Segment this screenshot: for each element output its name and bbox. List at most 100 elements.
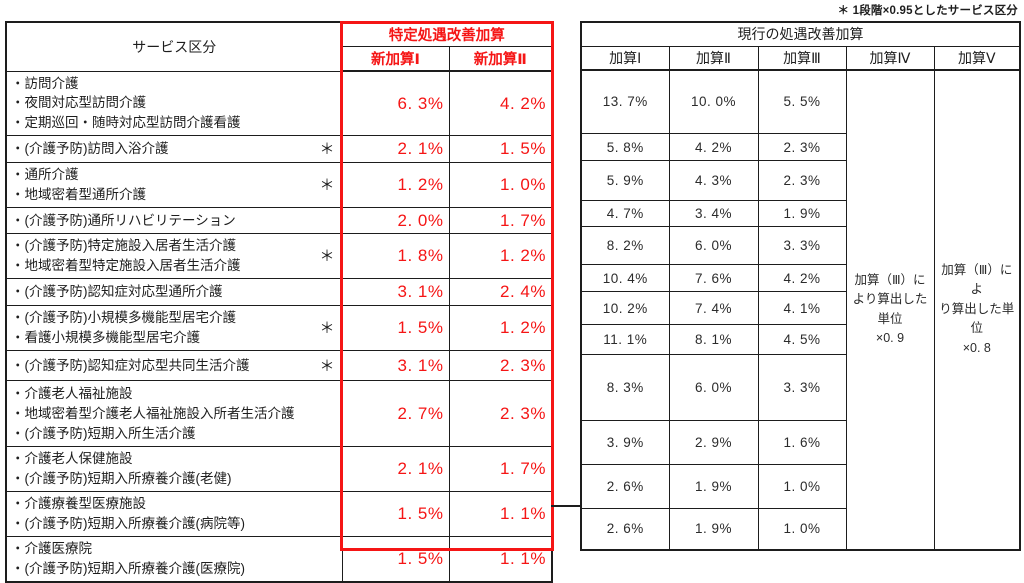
new-addition-2-value: 2. 4% <box>448 278 553 307</box>
service-cell: ・(介護予防)訪問入浴介護 ＊ <box>5 135 343 164</box>
right-table: 現行の処遇改善加算 加算Ⅰ 加算Ⅱ 加算Ⅲ 加算Ⅳ 加算Ⅴ 13. 7% 10.… <box>580 21 1022 551</box>
left-header-row-1: サービス区分 特定処遇改善加算 <box>5 21 553 72</box>
new-addition-2-value: 1. 7% <box>448 446 553 493</box>
kasan3-value: 1. 6% <box>757 420 847 465</box>
table-row: ・通所介護 ・地域密着型通所介護 ＊ 1. 2% 1. 0% <box>5 162 553 209</box>
kasan4-header: 加算Ⅳ <box>845 45 935 71</box>
kasan2-value: 1. 9% <box>668 508 759 550</box>
table-row: ・(介護予防)小規模多機能型居宅介護 ・看護小規模多機能型居宅介護 ＊ 1. 5%… <box>5 305 553 352</box>
table-row: 10. 2% 7. 4% 4. 1% <box>580 291 1020 325</box>
table-row: ・(介護予防)認知症対応型共同生活介護 ＊ 3. 1% 2. 3% <box>5 350 553 382</box>
service-names: ・介護医療院 ・(介護予防)短期入所療養介護(医療院) <box>11 541 245 577</box>
table-row: 5. 9% 4. 3% 2. 3% <box>580 160 1020 201</box>
new-addition-2-value: 1. 1% <box>448 491 553 538</box>
kasan1-header: 加算Ⅰ <box>580 45 670 71</box>
kasan1-value: 4. 7% <box>580 200 670 227</box>
service-cell: ・(介護予防)小規模多機能型居宅介護 ・看護小規模多機能型居宅介護 ＊ <box>5 305 343 352</box>
kasan5-merged-note: 加算（Ⅲ）によ り算出した単 位 ×0. 8 <box>933 69 1021 550</box>
row-star: ＊ <box>319 248 335 266</box>
footnote: ＊ 1段階×0.95としたサービス区分 <box>837 5 1018 17</box>
service-cell: ・通所介護 ・地域密着型通所介護 ＊ <box>5 162 343 209</box>
kasan2-value: 3. 4% <box>668 200 759 227</box>
kasan1-value: 2. 6% <box>580 508 670 550</box>
left-header-row-2: 新加算Ⅰ 新加算Ⅱ <box>6 46 553 72</box>
service-names: ・介護療養型医療施設 ・(介護予防)短期入所療養介護(病院等) <box>11 496 245 532</box>
service-names: ・(介護予防)認知症対応型共同生活介護 <box>11 357 250 373</box>
service-names: ・(介護予防)認知症対応型通所介護 <box>11 284 223 300</box>
kasan1-value: 2. 6% <box>580 464 670 509</box>
kasan5-header: 加算Ⅴ <box>933 45 1021 71</box>
new-addition-1-value: 2. 0% <box>341 207 450 235</box>
row-star: ＊ <box>319 141 335 159</box>
row-star: ＊ <box>319 177 335 195</box>
kasan1-value: 10. 4% <box>580 264 670 292</box>
table-row: ・(介護予防)通所リハビリテーション 2. 0% 1. 7% <box>5 207 553 235</box>
service-names: ・(介護予防)小規模多機能型居宅介護 ・看護小規模多機能型居宅介護 <box>11 310 236 346</box>
new-addition-1-value: 2. 1% <box>341 446 450 493</box>
new-addition-1-value: 1. 5% <box>341 536 450 583</box>
service-names: ・介護老人保健施設 ・(介護予防)短期入所療養介護(老健) <box>11 451 232 487</box>
kasan1-value: 10. 2% <box>580 291 670 325</box>
service-cell: ・(介護予防)認知症対応型通所介護 <box>5 278 343 307</box>
kasan3-value: 3. 3% <box>757 226 847 265</box>
service-names: ・(介護予防)訪問入浴介護 <box>11 141 169 157</box>
table-row: 3. 9% 2. 9% 1. 6% <box>580 420 1020 465</box>
new-addition-1-value: 1. 8% <box>341 233 450 280</box>
left-table: サービス区分 特定処遇改善加算 新加算Ⅰ 新加算Ⅱ ・訪問介護 ・夜間対応型訪問… <box>5 21 553 583</box>
kasan2-value: 6. 0% <box>668 354 759 421</box>
kasan2-value: 6. 0% <box>668 226 759 265</box>
current-addition-header: 現行の処遇改善加算 <box>580 21 1021 47</box>
kasan2-value: 4. 3% <box>668 160 759 201</box>
special-addition-header: 特定処遇改善加算 <box>341 21 553 47</box>
service-cell: ・(介護予防)特定施設入居者生活介護 ・地域密着型特定施設入居者生活介護 ＊ <box>5 233 343 280</box>
kasan1-value: 5. 9% <box>580 160 670 201</box>
table-row: 11. 1% 8. 1% 4. 5% <box>580 324 1020 355</box>
kasan1-value: 11. 1% <box>580 324 670 355</box>
new-addition-2-value: 1. 1% <box>448 536 553 583</box>
kasan4-merged-note: 加算（Ⅲ）に より算出した 単位 ×0. 9 <box>845 69 935 550</box>
kasan3-value: 4. 5% <box>757 324 847 355</box>
row-star: ＊ <box>319 357 335 375</box>
new-addition-2-value: 1. 7% <box>448 207 553 235</box>
kasan2-value: 8. 1% <box>668 324 759 355</box>
service-cell: ・(介護予防)認知症対応型共同生活介護 ＊ <box>5 350 343 382</box>
kasan1-value: 8. 2% <box>580 226 670 265</box>
kasan3-value: 3. 3% <box>757 354 847 421</box>
kasan3-value: 4. 2% <box>757 264 847 292</box>
table-row: 8. 3% 6. 0% 3. 3% <box>580 354 1020 421</box>
table-row: ・介護医療院 ・(介護予防)短期入所療養介護(医療院) 1. 5% 1. 1% <box>5 536 553 583</box>
service-names: ・訪問介護 ・夜間対応型訪問介護 ・定期巡回・随時対応型訪問介護看護 <box>11 75 241 131</box>
kasan2-value: 7. 4% <box>668 291 759 325</box>
new-addition-1-value: 1. 2% <box>341 162 450 209</box>
kasan3-header: 加算Ⅲ <box>757 45 847 71</box>
kasan1-value: 3. 9% <box>580 420 670 465</box>
new-addition-1-value: 1. 5% <box>341 305 450 352</box>
kasan2-value: 2. 9% <box>668 420 759 465</box>
table-row: 2. 6% 1. 9% 1. 0% <box>580 464 1020 509</box>
new-addition-1-value: 2. 7% <box>341 380 450 448</box>
new-addition-1-value: 1. 5% <box>341 491 450 538</box>
new-addition-2-value: 1. 5% <box>448 135 553 164</box>
kasan2-value: 1. 9% <box>668 464 759 509</box>
service-names: ・(介護予防)通所リハビリテーション <box>11 212 236 228</box>
kasan2-value: 7. 6% <box>668 264 759 292</box>
table-row: ・訪問介護 ・夜間対応型訪問介護 ・定期巡回・随時対応型訪問介護看護 6. 3%… <box>5 70 553 137</box>
table-row: ・(介護予防)特定施設入居者生活介護 ・地域密着型特定施設入居者生活介護 ＊ 1.… <box>5 233 553 280</box>
table-row: ・介護老人福祉施設 ・地域密着型介護老人福祉施設入所者生活介護 ・(介護予防)短… <box>5 380 553 448</box>
table-connector-line <box>551 505 580 507</box>
new-addition-2-value: 1. 2% <box>448 233 553 280</box>
kasan3-value: 4. 1% <box>757 291 847 325</box>
new-addition-1-value: 6. 3% <box>341 70 450 137</box>
row-star: ＊ <box>319 320 335 338</box>
new-addition-2-header: 新加算Ⅱ <box>448 46 553 72</box>
service-cell: ・訪問介護 ・夜間対応型訪問介護 ・定期巡回・随時対応型訪問介護看護 <box>5 70 343 137</box>
service-cell: ・(介護予防)通所リハビリテーション <box>5 207 343 235</box>
new-addition-2-value: 1. 2% <box>448 305 553 352</box>
table-row: 5. 8% 4. 2% 2. 3% <box>580 133 1020 161</box>
kasan3-value: 1. 0% <box>757 464 847 509</box>
new-addition-1-value: 3. 1% <box>341 350 450 382</box>
new-addition-2-value: 1. 0% <box>448 162 553 209</box>
new-addition-2-value: 2. 3% <box>448 350 553 382</box>
kasan3-value: 5. 5% <box>757 69 847 134</box>
service-names: ・介護老人福祉施設 ・地域密着型介護老人福祉施設入所者生活介護 ・(介護予防)短… <box>11 385 295 441</box>
